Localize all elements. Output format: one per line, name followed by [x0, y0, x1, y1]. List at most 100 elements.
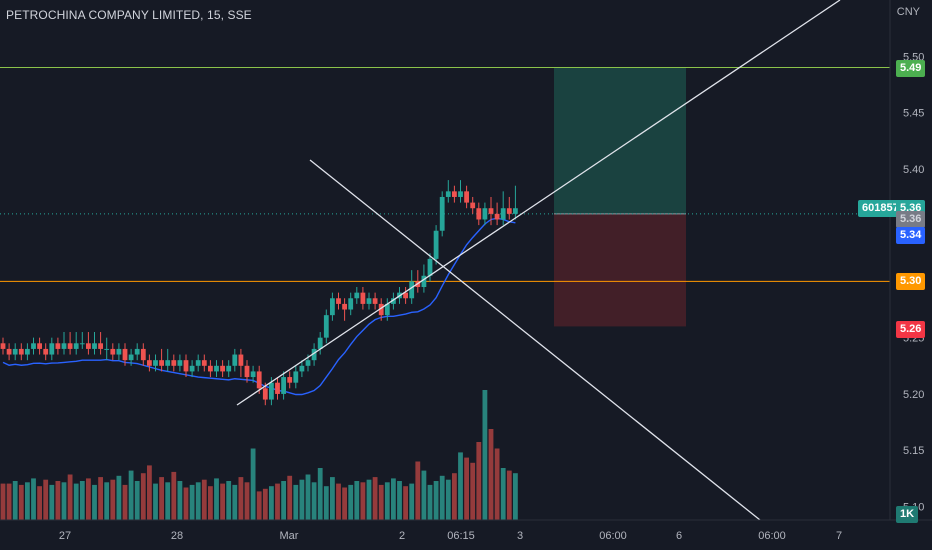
target-price-tag: 5.49	[896, 59, 926, 77]
candle-body	[208, 365, 213, 372]
candle-body	[256, 371, 262, 389]
volume-bar	[275, 483, 280, 520]
volume-bar	[256, 491, 262, 520]
candle-body	[79, 343, 85, 345]
volume-bar	[159, 477, 164, 520]
candle-body	[275, 382, 280, 394]
volume-bar	[403, 486, 408, 520]
candle-body	[140, 348, 146, 361]
ticker-tag: 601857	[858, 200, 903, 218]
symbol-title: PETROCHINA COMPANY LIMITED, 15, SSE	[6, 8, 252, 22]
candle-body	[452, 191, 457, 197]
volume-bar	[104, 482, 110, 520]
volume-bar	[506, 470, 512, 520]
candle-body	[43, 348, 49, 355]
candle-body	[317, 337, 323, 349]
volume-bar	[86, 478, 91, 520]
volume-bar	[122, 484, 128, 520]
volume-bar	[177, 481, 183, 520]
candle-body	[244, 365, 250, 378]
volume-bar	[299, 479, 305, 520]
volume-bar	[323, 486, 329, 520]
volume-bar	[165, 482, 171, 520]
volume-bar	[92, 484, 97, 520]
candle-body	[201, 360, 207, 366]
candle-body	[31, 343, 36, 349]
volume-bar	[147, 465, 152, 520]
candle-body	[147, 360, 152, 366]
candle-body	[67, 343, 73, 349]
volume-bar	[232, 484, 238, 520]
volume-bar	[128, 470, 134, 520]
volume-bar	[372, 477, 378, 520]
volume-bar	[281, 481, 286, 520]
candle-body	[470, 202, 476, 209]
candle-body	[458, 191, 463, 197]
volume-bar	[513, 473, 518, 520]
price-tick-label: 5.15	[903, 445, 924, 457]
candle-body	[73, 343, 79, 349]
candle-body	[439, 196, 445, 231]
candle-body	[183, 360, 189, 372]
volume-bar	[476, 442, 482, 520]
candle-body	[506, 208, 512, 214]
volume-bar	[244, 482, 250, 520]
volume-bar	[238, 477, 244, 520]
candle-body	[348, 298, 354, 310]
volume-bar	[384, 482, 390, 520]
candle-body	[92, 343, 97, 349]
time-tick-label: 6	[676, 530, 682, 542]
volume-bar	[439, 475, 445, 520]
price-tick-label: 5.20	[903, 389, 924, 401]
volume-bar	[110, 479, 116, 520]
volume-bar	[98, 477, 103, 520]
candle-body	[287, 377, 293, 383]
loss-zone	[554, 213, 686, 327]
candle-body	[330, 298, 335, 316]
candle-body	[25, 348, 30, 355]
volume-bar	[415, 461, 421, 520]
candle-body	[384, 303, 390, 316]
candle-body	[427, 258, 433, 276]
candle-body	[269, 382, 274, 400]
candle-body	[409, 281, 415, 299]
level-price-tag: 5.30	[896, 273, 926, 291]
candle-body	[128, 354, 134, 361]
volume-bar	[67, 474, 73, 520]
candle-body	[171, 360, 177, 366]
volume-bar	[61, 482, 67, 520]
volume-bar	[73, 483, 79, 520]
volume-bar	[452, 473, 457, 520]
candle-body	[482, 208, 488, 220]
volume-bar	[311, 482, 317, 520]
candle-body	[195, 360, 201, 366]
volume-bar	[336, 483, 341, 520]
candle-body	[214, 365, 219, 372]
candle-body	[354, 292, 360, 299]
volume-bar	[195, 482, 201, 520]
candle-body	[464, 191, 469, 203]
candle-body	[494, 213, 500, 220]
volume-bar	[12, 481, 18, 520]
volume-bar	[201, 479, 207, 520]
candle-body	[18, 348, 24, 355]
candle-body	[293, 371, 299, 383]
candle-body	[342, 303, 347, 310]
candle-body	[98, 343, 103, 349]
candle-body	[250, 371, 256, 378]
volume-bar	[458, 452, 463, 520]
volume-bar	[391, 478, 396, 520]
candle-body	[378, 303, 384, 316]
volume-bar	[214, 478, 219, 520]
volume-bar	[500, 468, 506, 520]
volume-bar	[208, 486, 213, 520]
volume-bar	[189, 484, 195, 520]
ascending-trend-line	[236, 0, 841, 406]
candle-body	[49, 343, 55, 355]
time-tick-label: 06:15	[447, 530, 475, 542]
price-tick-label: 5.40	[903, 164, 924, 176]
time-tick-label: 7	[836, 530, 842, 542]
volume-tag: 1K	[896, 506, 919, 523]
